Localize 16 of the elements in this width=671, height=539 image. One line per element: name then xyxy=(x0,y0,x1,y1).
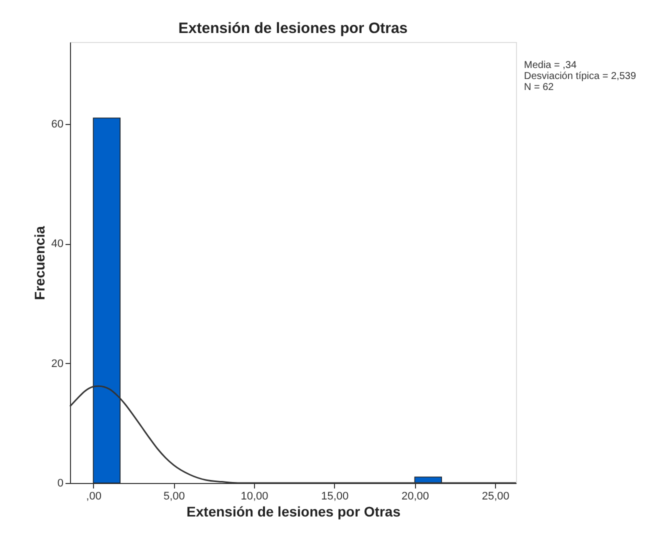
y-tick-label: 0 xyxy=(57,478,64,490)
x-tick-label: ,00 xyxy=(86,490,102,502)
y-tick-label: 20 xyxy=(51,358,64,370)
x-tick-label: 25,00 xyxy=(482,490,510,502)
x-tick-label: 20,00 xyxy=(401,490,430,502)
x-tick-label: 5,00 xyxy=(163,490,185,502)
x-axis-title: Extensión de lesiones por Otras xyxy=(186,504,401,520)
text: Desviación típica = 2,539 xyxy=(524,71,636,82)
y-axis-title: Frecuencia xyxy=(31,226,48,300)
text: N = 62 xyxy=(524,82,554,93)
x-tick-label: 15,00 xyxy=(321,490,349,502)
y-tick-label: 40 xyxy=(51,238,64,250)
y-tick-label: 60 xyxy=(51,118,64,130)
text: Media = ,34 xyxy=(524,60,577,71)
chart-title: Extensión de lesiones por Otras xyxy=(178,20,408,37)
x-tick-label: 10,00 xyxy=(240,490,268,502)
